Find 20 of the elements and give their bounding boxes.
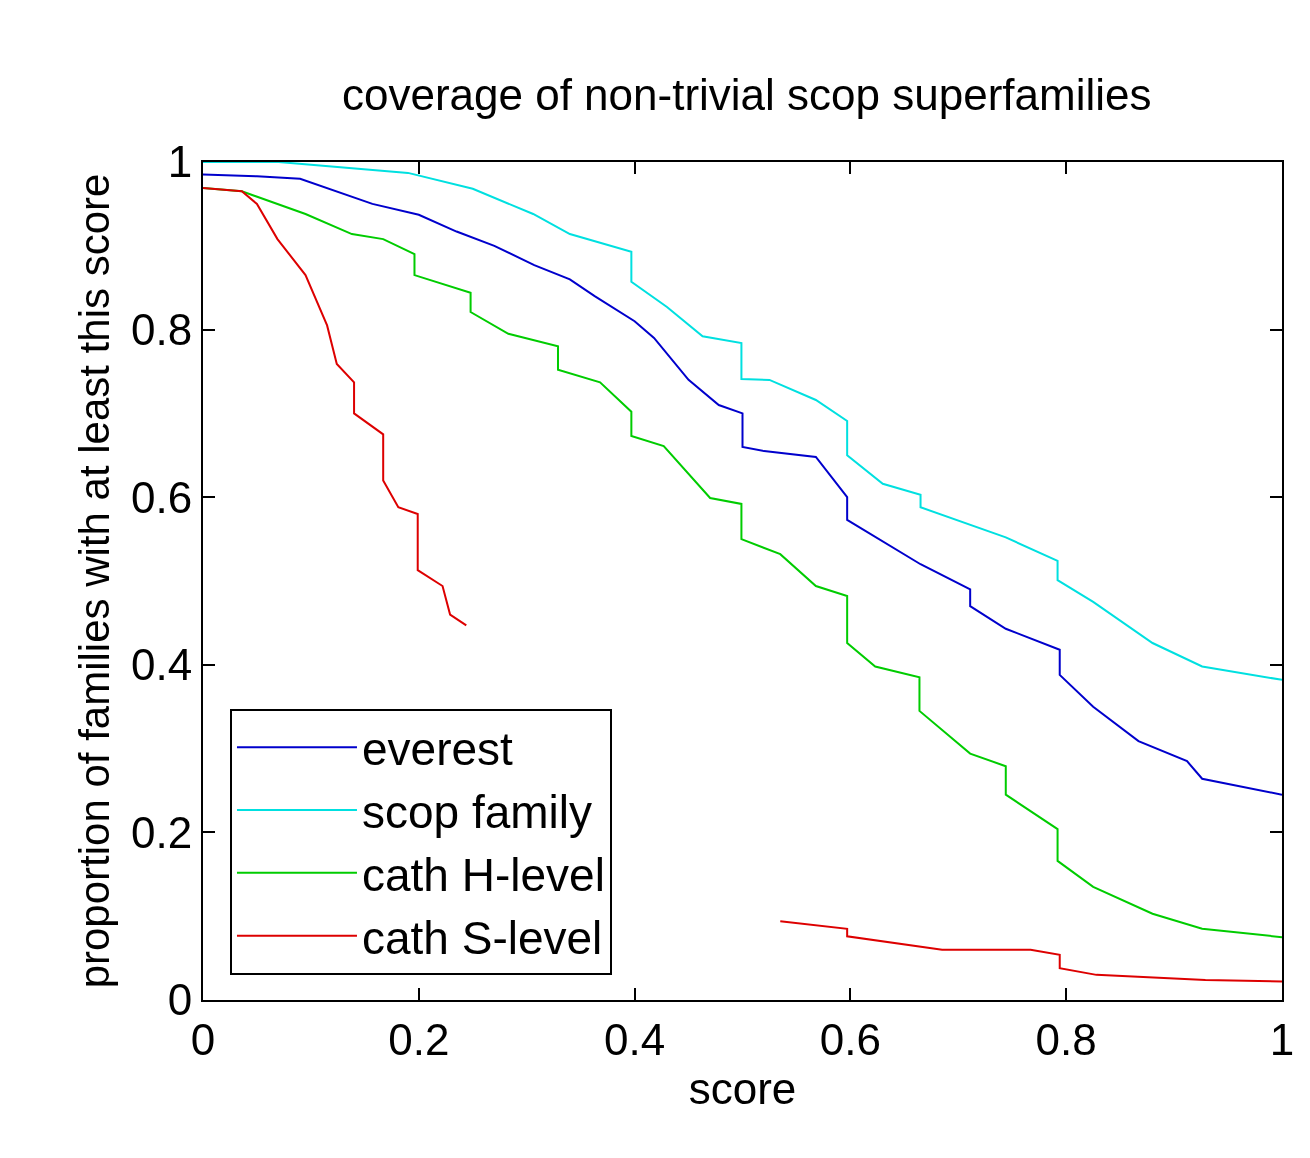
y-tick-label: 0.8 (131, 305, 193, 354)
legend-label: everest (361, 723, 514, 776)
y-tick-label: 0.6 (131, 472, 193, 522)
y-tick-label: 1 (167, 137, 193, 187)
x-tick-label: 1 (1269, 1014, 1295, 1064)
legend-label: scop family (361, 786, 593, 838)
y-axis-title: proportion of families with at least this score (71, 173, 119, 989)
line-series (203, 173, 1282, 796)
y-tick-label: 0 (167, 975, 193, 1025)
y-tick-label: 0.2 (131, 807, 193, 857)
x-tick-label: 0.2 (388, 1014, 450, 1064)
legend-label: cath H-level (361, 848, 605, 901)
line-series (203, 162, 1282, 681)
legend-label: cath S-level (361, 911, 603, 964)
x-tick-label: 0.4 (604, 1014, 666, 1064)
x-tick-label: 0.8 (1035, 1014, 1097, 1064)
y-tick-label: 0.4 (131, 640, 193, 690)
x-axis-title: score (688, 1063, 797, 1113)
x-tick-label: 0.6 (819, 1014, 881, 1064)
chart-title: coverage of non-trivial scop superfamilies (341, 70, 1152, 120)
